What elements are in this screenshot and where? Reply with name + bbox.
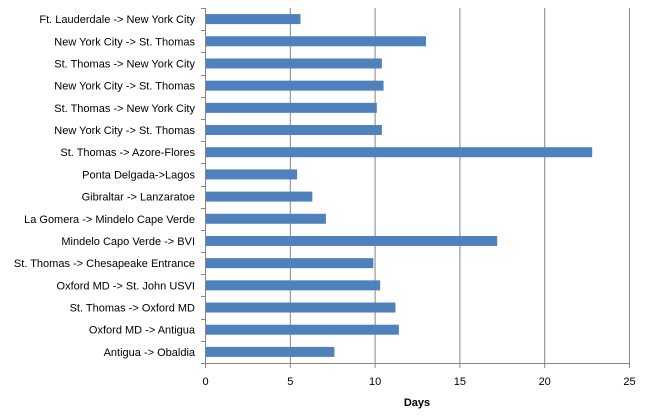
category-label: New York City -> St. Thomas	[54, 125, 195, 137]
category-label: St. Thomas -> Oxford MD	[70, 303, 195, 315]
x-tick-label: 25	[623, 376, 635, 388]
bar	[205, 80, 384, 91]
category-label: St. Thomas -> New York City	[54, 103, 195, 115]
bar	[205, 280, 381, 291]
x-axis-title: Days	[404, 397, 430, 409]
category-label: St. Thomas -> Azore-Flores	[60, 147, 195, 159]
bar	[205, 147, 593, 158]
category-label: St. Thomas -> New York City	[54, 58, 195, 70]
x-tick-label: 20	[539, 376, 551, 388]
bar	[205, 346, 335, 357]
bar	[205, 169, 298, 180]
bar	[205, 58, 382, 69]
category-label: La Gomera -> Mindelo Cape Verde	[24, 214, 195, 226]
category-labels: Ft. Lauderdale -> New York City New York …	[14, 14, 196, 359]
bar	[205, 213, 326, 224]
category-label: Oxford MD -> Antigua	[89, 325, 196, 337]
category-label: Mindelo Capo Verde -> BVI	[61, 236, 195, 248]
x-tick-label: 10	[369, 376, 381, 388]
bar	[205, 191, 313, 202]
bar	[205, 125, 382, 136]
category-label: Gibraltar -> Lanzaratoe	[82, 192, 195, 204]
x-axis-ticks: 0 5 10 15 20 25	[201, 8, 636, 388]
bar	[205, 14, 301, 25]
bar	[205, 302, 396, 313]
category-label: St. Thomas -> Chesapeake Entrance	[14, 258, 195, 270]
category-label: Ponta Delgada->Lagos	[82, 169, 195, 181]
x-tick-label: 15	[454, 376, 466, 388]
category-label: New York City -> St. Thomas	[54, 81, 195, 93]
category-label: New York City -> St. Thomas	[54, 36, 195, 48]
bar	[205, 36, 426, 47]
bar	[205, 102, 377, 113]
category-label: Ft. Lauderdale -> New York City	[39, 14, 195, 26]
bar	[205, 258, 374, 269]
x-tick-label: 5	[287, 376, 293, 388]
category-label: Oxford MD -> St. John USVI	[57, 280, 195, 292]
category-label: Antigua -> Obaldia	[104, 347, 196, 359]
bar	[205, 235, 498, 246]
x-tick-label: 0	[202, 376, 208, 388]
bar	[205, 324, 399, 335]
bars	[205, 14, 593, 357]
